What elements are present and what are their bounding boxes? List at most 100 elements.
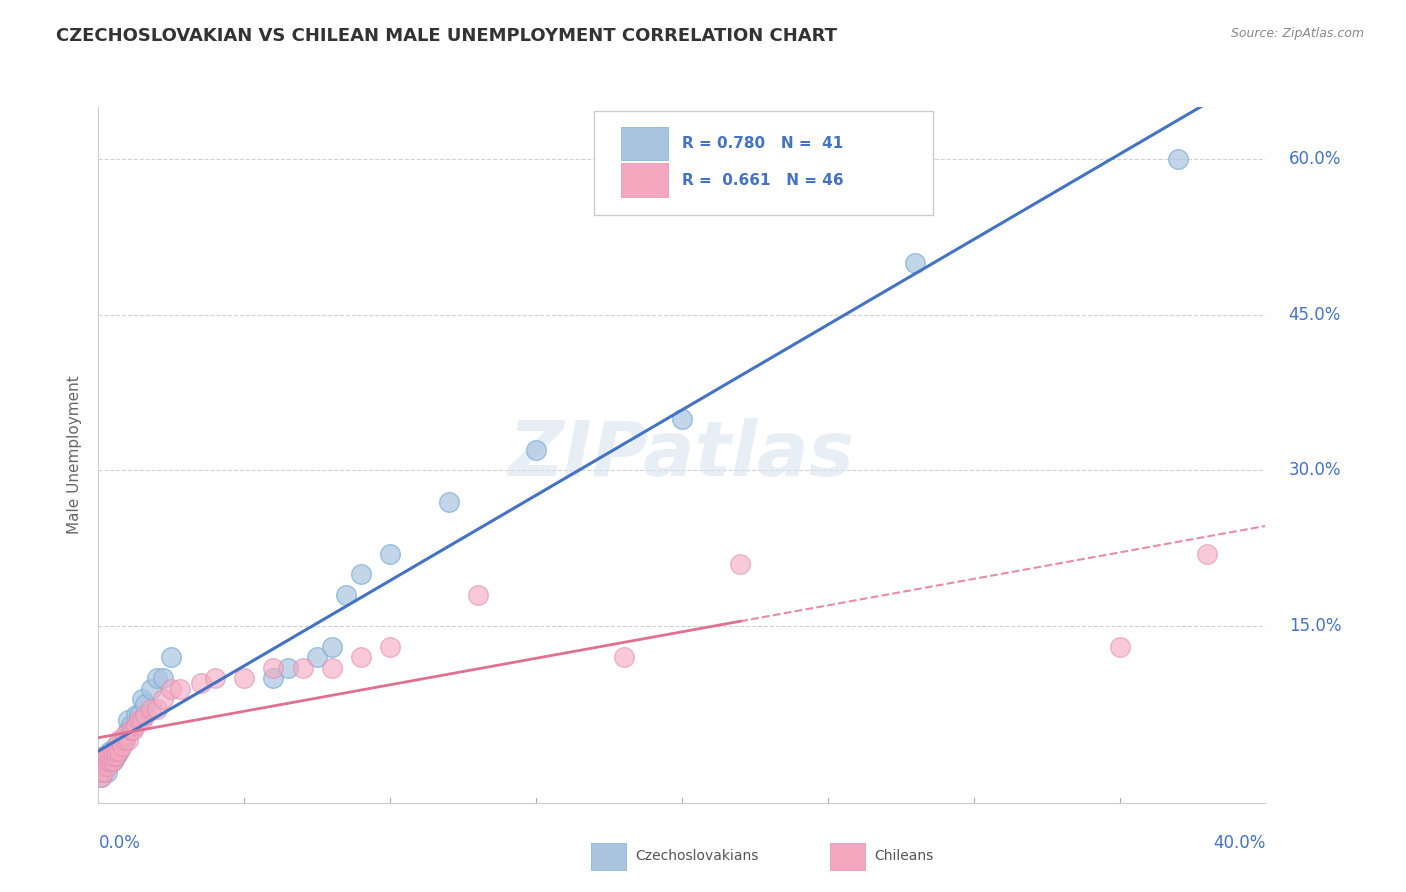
Text: CZECHOSLOVAKIAN VS CHILEAN MALE UNEMPLOYMENT CORRELATION CHART: CZECHOSLOVAKIAN VS CHILEAN MALE UNEMPLOY… [56, 27, 837, 45]
Point [96, 754, 118, 768]
Point [98, 749, 121, 764]
Point [139, 702, 162, 716]
Point [321, 661, 343, 675]
Text: Czechoslovakians: Czechoslovakians [636, 849, 759, 863]
Text: 30.0%: 30.0% [1289, 461, 1341, 480]
Text: R =  0.661   N = 46: R = 0.661 N = 46 [682, 172, 844, 187]
FancyBboxPatch shape [595, 111, 932, 215]
Point [1167, 152, 1189, 166]
Point [904, 256, 927, 270]
Point [114, 728, 136, 742]
Point [612, 650, 634, 665]
Text: 60.0%: 60.0% [1289, 150, 1341, 168]
Point [321, 640, 343, 654]
Y-axis label: Male Unemployment: Male Unemployment [67, 376, 83, 534]
Text: Source: ZipAtlas.com: Source: ZipAtlas.com [1230, 27, 1364, 40]
Point [146, 671, 169, 685]
Text: ZIPatlas: ZIPatlas [509, 418, 855, 491]
Point [120, 718, 142, 732]
Point [96, 749, 118, 764]
Point [104, 744, 127, 758]
Point [104, 749, 127, 764]
Point [104, 749, 127, 764]
Point [90, 764, 112, 779]
Point [122, 723, 145, 738]
FancyBboxPatch shape [621, 127, 668, 160]
Text: 0.0%: 0.0% [98, 834, 141, 852]
Point [1108, 640, 1130, 654]
Point [262, 671, 284, 685]
Point [467, 588, 489, 602]
Point [335, 588, 357, 602]
Point [378, 547, 402, 561]
Point [93, 749, 115, 764]
Point [152, 671, 174, 685]
Text: 15.0%: 15.0% [1289, 617, 1341, 635]
Point [190, 676, 212, 690]
Point [131, 713, 153, 727]
Point [101, 744, 124, 758]
Point [128, 707, 150, 722]
Point [671, 411, 693, 425]
Point [93, 759, 115, 773]
Point [350, 650, 373, 665]
Point [114, 733, 136, 747]
Point [93, 754, 115, 768]
Point [96, 754, 118, 768]
Point [131, 692, 153, 706]
Point [101, 749, 124, 764]
Point [128, 713, 150, 727]
Point [104, 739, 127, 753]
Point [169, 681, 191, 696]
Point [291, 661, 314, 675]
Point [233, 671, 256, 685]
Point [90, 759, 112, 773]
Text: Chileans: Chileans [875, 849, 934, 863]
Point [108, 733, 131, 747]
Point [90, 770, 112, 784]
Point [160, 681, 183, 696]
Point [728, 557, 751, 571]
Point [277, 661, 299, 675]
Point [378, 640, 402, 654]
Point [101, 749, 124, 764]
Point [93, 754, 115, 768]
Point [98, 744, 121, 758]
Text: R = 0.780   N =  41: R = 0.780 N = 41 [682, 136, 844, 151]
Point [101, 754, 124, 768]
Point [134, 697, 156, 711]
Point [152, 692, 174, 706]
Point [111, 739, 134, 753]
Point [139, 681, 162, 696]
Point [524, 442, 547, 457]
Point [437, 494, 460, 508]
Point [93, 749, 115, 764]
Point [134, 707, 156, 722]
Point [108, 744, 131, 758]
Point [114, 733, 136, 747]
Point [93, 764, 115, 779]
Point [96, 764, 118, 779]
Point [1195, 547, 1218, 561]
Point [98, 754, 121, 768]
Point [90, 764, 112, 779]
Point [307, 650, 329, 665]
Point [117, 733, 139, 747]
Point [262, 661, 284, 675]
Point [204, 671, 226, 685]
Text: 45.0%: 45.0% [1289, 306, 1341, 324]
Point [146, 702, 169, 716]
Point [125, 718, 148, 732]
Point [101, 754, 124, 768]
Point [160, 650, 183, 665]
Point [111, 733, 134, 747]
Point [125, 707, 148, 722]
Point [101, 744, 124, 758]
Point [120, 723, 142, 738]
Point [117, 723, 139, 738]
Text: 40.0%: 40.0% [1213, 834, 1265, 852]
FancyBboxPatch shape [621, 163, 668, 197]
Point [90, 770, 112, 784]
Point [350, 567, 373, 582]
Point [108, 744, 131, 758]
